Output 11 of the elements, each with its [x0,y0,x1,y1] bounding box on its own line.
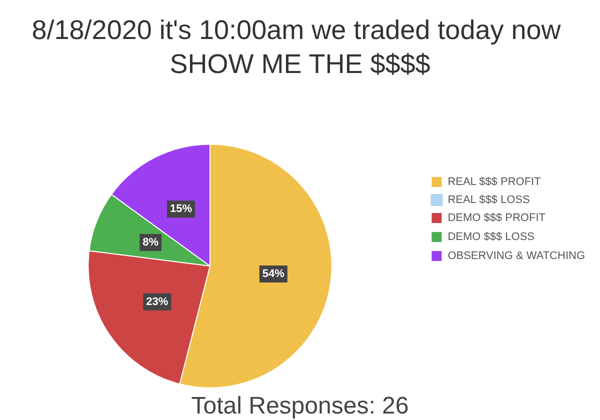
legend-label: DEMO $$$ PROFIT [448,212,546,224]
legend-label: OBSERVING & WATCHING [448,250,585,262]
data-label: 23% [146,296,168,308]
data-label: 8% [142,236,159,248]
data-label: 54% [262,268,285,280]
legend-label: REAL $$$ PROFIT [448,176,542,188]
text: Total Responses: 26 [191,392,409,420]
legend-label: DEMO $$$ LOSS [448,231,535,243]
data-label: 15% [170,203,192,216]
legend-label: REAL $$$ LOSS [448,194,530,206]
chart-title: 8/18/2020 it's 10:00am we traded today now SHOW ME THE $$$$ [32,15,568,79]
